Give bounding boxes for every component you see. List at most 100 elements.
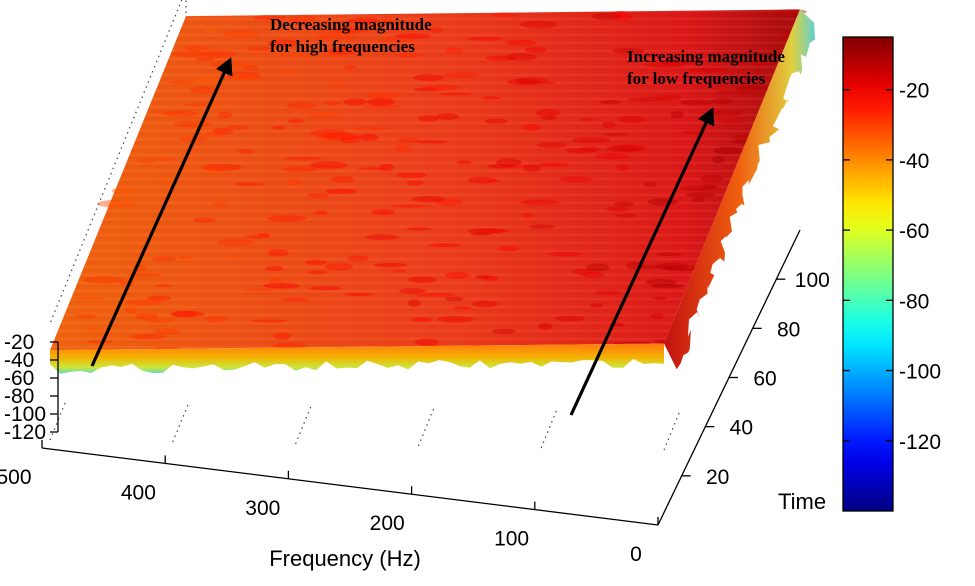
- surface-patch: [647, 198, 678, 206]
- surface-patch: [643, 181, 657, 188]
- magnitude-tick-label: -20: [4, 331, 34, 354]
- surface-patch: [171, 50, 210, 58]
- grid-line-freq: [295, 403, 313, 445]
- surface-patch: [685, 192, 716, 198]
- surface-patch: [413, 74, 444, 81]
- surface-patch: [287, 15, 317, 23]
- surface-patch: [713, 147, 743, 155]
- surface-patch: [190, 86, 215, 94]
- surface-patch: [320, 133, 340, 139]
- surface-patch: [84, 276, 124, 284]
- surface-patch: [203, 131, 226, 137]
- surface-patch: [399, 288, 426, 294]
- surface-patch: [325, 101, 340, 105]
- surface-patch: [257, 233, 271, 237]
- surface-patch: [365, 91, 401, 100]
- surface-patch: [346, 255, 370, 262]
- surface-patch: [324, 263, 354, 271]
- surface-patch: [662, 265, 702, 272]
- surface-patch: [199, 50, 237, 58]
- surface-patch: [429, 26, 443, 34]
- surface-patch: [481, 96, 501, 100]
- surface-patch: [281, 166, 319, 173]
- surface-patch: [613, 13, 633, 22]
- surface-patch: [366, 97, 396, 106]
- surface-patch: [554, 315, 585, 322]
- surface-patch: [538, 162, 571, 167]
- frequency-axis-label: Frequency (Hz): [269, 546, 421, 571]
- surface-patch: [136, 159, 156, 164]
- surface-patch: [394, 145, 411, 153]
- surface-patch: [317, 31, 357, 40]
- surface-patch: [127, 273, 163, 277]
- surface-patch: [235, 75, 261, 80]
- surface-patch: [670, 110, 684, 119]
- colorbar-tick-label: -100: [899, 361, 941, 384]
- surface-patch: [135, 312, 159, 321]
- surface-patch: [661, 59, 697, 65]
- surface-patch: [307, 193, 330, 198]
- frequency-tick-label: 100: [494, 528, 529, 551]
- surface-patch: [313, 28, 331, 32]
- surface-patch: [156, 156, 175, 162]
- surface-patch: [163, 110, 199, 117]
- surface-patch: [167, 80, 196, 85]
- surface-patch: [408, 276, 437, 284]
- surface-patch: [194, 76, 221, 84]
- surface-patch: [272, 342, 306, 349]
- surface-patch: [606, 206, 629, 212]
- surface-patch: [243, 64, 259, 71]
- surface-patch: [572, 137, 611, 144]
- surface-patch: [548, 251, 582, 257]
- surface-patch: [216, 238, 255, 246]
- surface-patch: [396, 172, 427, 178]
- surface-patch: [327, 47, 359, 55]
- surface-patch: [580, 117, 593, 122]
- surface-patch: [495, 158, 522, 167]
- magnitude-tick-label: -100: [4, 403, 46, 426]
- surface-patch: [504, 39, 537, 46]
- surface-patch: [610, 144, 648, 152]
- surface-patch: [152, 110, 188, 115]
- time-tick-label: 20: [706, 466, 729, 489]
- surface-patch: [344, 292, 375, 297]
- surface-patch: [572, 268, 595, 275]
- surface-patch: [410, 317, 433, 322]
- surface-patch: [97, 199, 137, 208]
- grid-line-freq: [417, 405, 436, 447]
- annotation-arrow-high: [90, 59, 232, 367]
- surface-patch: [541, 115, 557, 120]
- colorbar-tick-label: -60: [899, 220, 929, 243]
- magnitude-tick-label: -40: [4, 349, 34, 372]
- surface-patch: [325, 188, 358, 195]
- surface-patch: [482, 275, 499, 282]
- annotation-text-high: for high frequencies: [270, 37, 415, 56]
- surface-patch: [612, 48, 644, 54]
- time-axis-label: Time: [778, 489, 826, 514]
- surface-patch: [406, 180, 423, 186]
- surface-patch: [308, 270, 328, 275]
- surface-patch: [582, 271, 604, 278]
- surface-patch: [229, 74, 258, 81]
- surface-patch: [277, 53, 313, 58]
- surface-patch: [590, 303, 604, 308]
- surface-patch: [700, 175, 724, 183]
- grid-line-freq: [663, 409, 681, 451]
- surface-patch: [414, 338, 439, 346]
- surface-patch: [652, 296, 668, 301]
- surface-patch: [323, 132, 361, 141]
- surface-patch: [373, 262, 408, 268]
- surface-patch: [645, 278, 678, 287]
- time-tick-label: 100: [795, 269, 830, 292]
- surface-patch: [340, 25, 370, 33]
- surface-patch: [125, 298, 162, 306]
- surface-patch: [202, 163, 242, 172]
- surface-patch: [144, 318, 175, 324]
- surface-patch: [436, 316, 474, 323]
- surface-patch: [650, 313, 664, 320]
- surface-patch: [528, 224, 556, 229]
- surface-patch: [194, 57, 215, 62]
- surface-patch: [486, 163, 514, 169]
- surface-patch: [351, 44, 370, 53]
- surface-patch: [329, 81, 345, 88]
